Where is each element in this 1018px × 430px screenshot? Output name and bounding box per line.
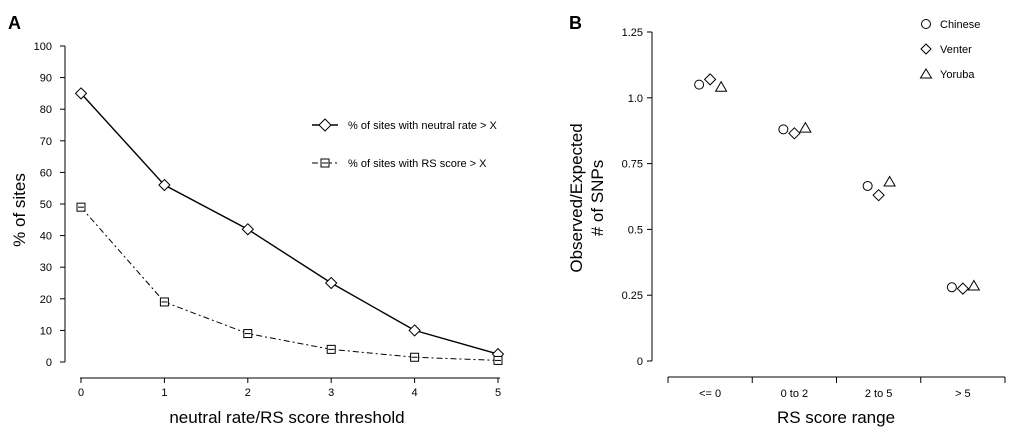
x-tick-label: 1 <box>161 387 167 399</box>
series-line-rs-score <box>80 206 499 361</box>
data-point <box>74 87 88 100</box>
x-tick-label: 3 <box>328 387 334 399</box>
data-point <box>408 324 421 337</box>
y-tick-label: 0.25 <box>622 290 643 302</box>
data-point <box>410 352 420 362</box>
venter-point <box>956 282 970 295</box>
data-point <box>241 223 255 236</box>
panel-b-y-ticks: 0 0.25 0.5 0.75 1.0 1.25 <box>622 27 652 368</box>
x-category-label: 2 to 5 <box>865 388 893 400</box>
data-point <box>158 178 171 192</box>
panel-b-legend: Chinese Venter Yoruba <box>919 19 980 81</box>
x-category-label: 0 to 2 <box>781 388 809 400</box>
x-category-label: <= 0 <box>699 388 721 400</box>
yoruba-point <box>883 175 896 187</box>
panel-a-label: A <box>8 13 21 33</box>
y-tick-label: 0 <box>46 357 52 369</box>
yoruba-point <box>799 121 812 133</box>
legend-label-neutral: % of sites with neutral rate > X <box>348 120 498 132</box>
venter-point <box>703 73 717 86</box>
chinese-point <box>862 180 873 191</box>
panel-a-x-ticks: 0 1 2 3 4 5 <box>78 378 501 399</box>
series-line-neutral-rate <box>80 92 499 355</box>
data-point <box>326 344 336 354</box>
diamond-marker <box>408 324 421 337</box>
diamond-marker <box>158 178 171 192</box>
legend-label-rs: % of sites with RS score > X <box>348 158 487 170</box>
data-point <box>159 297 169 307</box>
panel-b-points <box>694 73 981 295</box>
legend-diamond-icon <box>920 43 932 55</box>
y-tick-label: 50 <box>40 199 52 211</box>
legend-label-yoruba: Yoruba <box>940 69 975 81</box>
legend-label-venter: Venter <box>940 44 972 56</box>
panel-a-series <box>74 87 505 365</box>
yoruba-point <box>714 80 728 92</box>
panel-b-x-axis-title: RS score range <box>777 408 895 427</box>
y-tick-label: 10 <box>40 325 52 337</box>
data-point <box>324 276 338 290</box>
panel-b-label: B <box>569 13 582 33</box>
y-tick-label: 70 <box>40 136 52 148</box>
panel-b-x-ticks: <= 0 0 to 2 2 to 5 > 5 <box>667 377 1006 400</box>
y-tick-label: 0 <box>637 356 643 368</box>
panel-b-y-axis-title-line2: # of SNPs <box>588 160 607 237</box>
x-category-label: > 5 <box>955 388 971 400</box>
legend-circle-icon <box>921 19 931 29</box>
chinese-point <box>778 124 789 135</box>
y-tick-label: 20 <box>40 294 52 306</box>
diamond-marker <box>241 223 255 236</box>
venter-point <box>788 127 801 140</box>
venter-point <box>872 188 885 202</box>
y-tick-label: 40 <box>40 231 52 243</box>
y-tick-label: 1.0 <box>628 93 643 105</box>
panel-b: B 0 0.25 0.5 0.75 1.0 1.25 <= 0 0 to 2 2 to 5 > … <box>567 13 1006 427</box>
diamond-marker <box>324 276 338 290</box>
y-tick-label: 90 <box>40 73 52 85</box>
panel-a-y-ticks: 0 10 20 30 40 50 60 70 80 90 100 <box>34 41 65 369</box>
y-tick-label: 80 <box>40 104 52 116</box>
panel-a: A 0 10 20 30 40 50 60 70 80 90 100 0 1 2 3 4 5 % of sit… <box>8 13 505 427</box>
x-tick-label: 0 <box>78 387 84 399</box>
data-point <box>76 202 86 212</box>
panel-a-x-axis-title: neutral rate/RS score threshold <box>169 408 404 427</box>
y-tick-label: 30 <box>40 262 52 274</box>
y-tick-label: 0.5 <box>628 224 643 236</box>
panel-a-legend: % of sites with neutral rate > X % of si… <box>312 118 498 170</box>
x-tick-label: 2 <box>245 387 251 399</box>
x-tick-label: 5 <box>495 387 501 399</box>
x-tick-label: 4 <box>412 387 418 399</box>
chinese-point <box>946 282 957 293</box>
y-tick-label: 100 <box>34 41 52 53</box>
diamond-marker <box>74 87 88 100</box>
y-tick-label: 60 <box>40 167 52 179</box>
y-tick-label: 0.75 <box>622 159 643 171</box>
data-point <box>243 329 253 339</box>
data-point <box>493 355 503 365</box>
legend-triangle-icon <box>919 68 933 79</box>
panel-a-y-axis-title: % of sites <box>10 173 29 247</box>
y-tick-label: 1.25 <box>622 27 643 39</box>
chinese-point <box>694 79 705 90</box>
legend-label-chinese: Chinese <box>940 19 980 31</box>
yoruba-point <box>967 279 981 291</box>
legend-diamond-icon <box>318 118 332 132</box>
panel-b-y-axis-title-line1: Observed/Expected <box>567 123 586 272</box>
